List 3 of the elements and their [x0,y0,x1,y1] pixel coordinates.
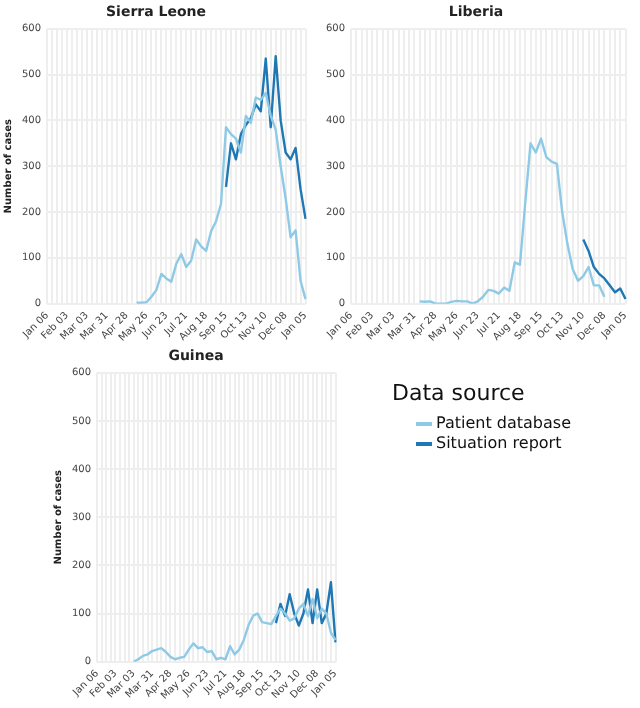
legend-label: Situation report [436,434,562,454]
legend-title: Data source [392,380,527,406]
legend-label: Patient database [436,414,571,434]
